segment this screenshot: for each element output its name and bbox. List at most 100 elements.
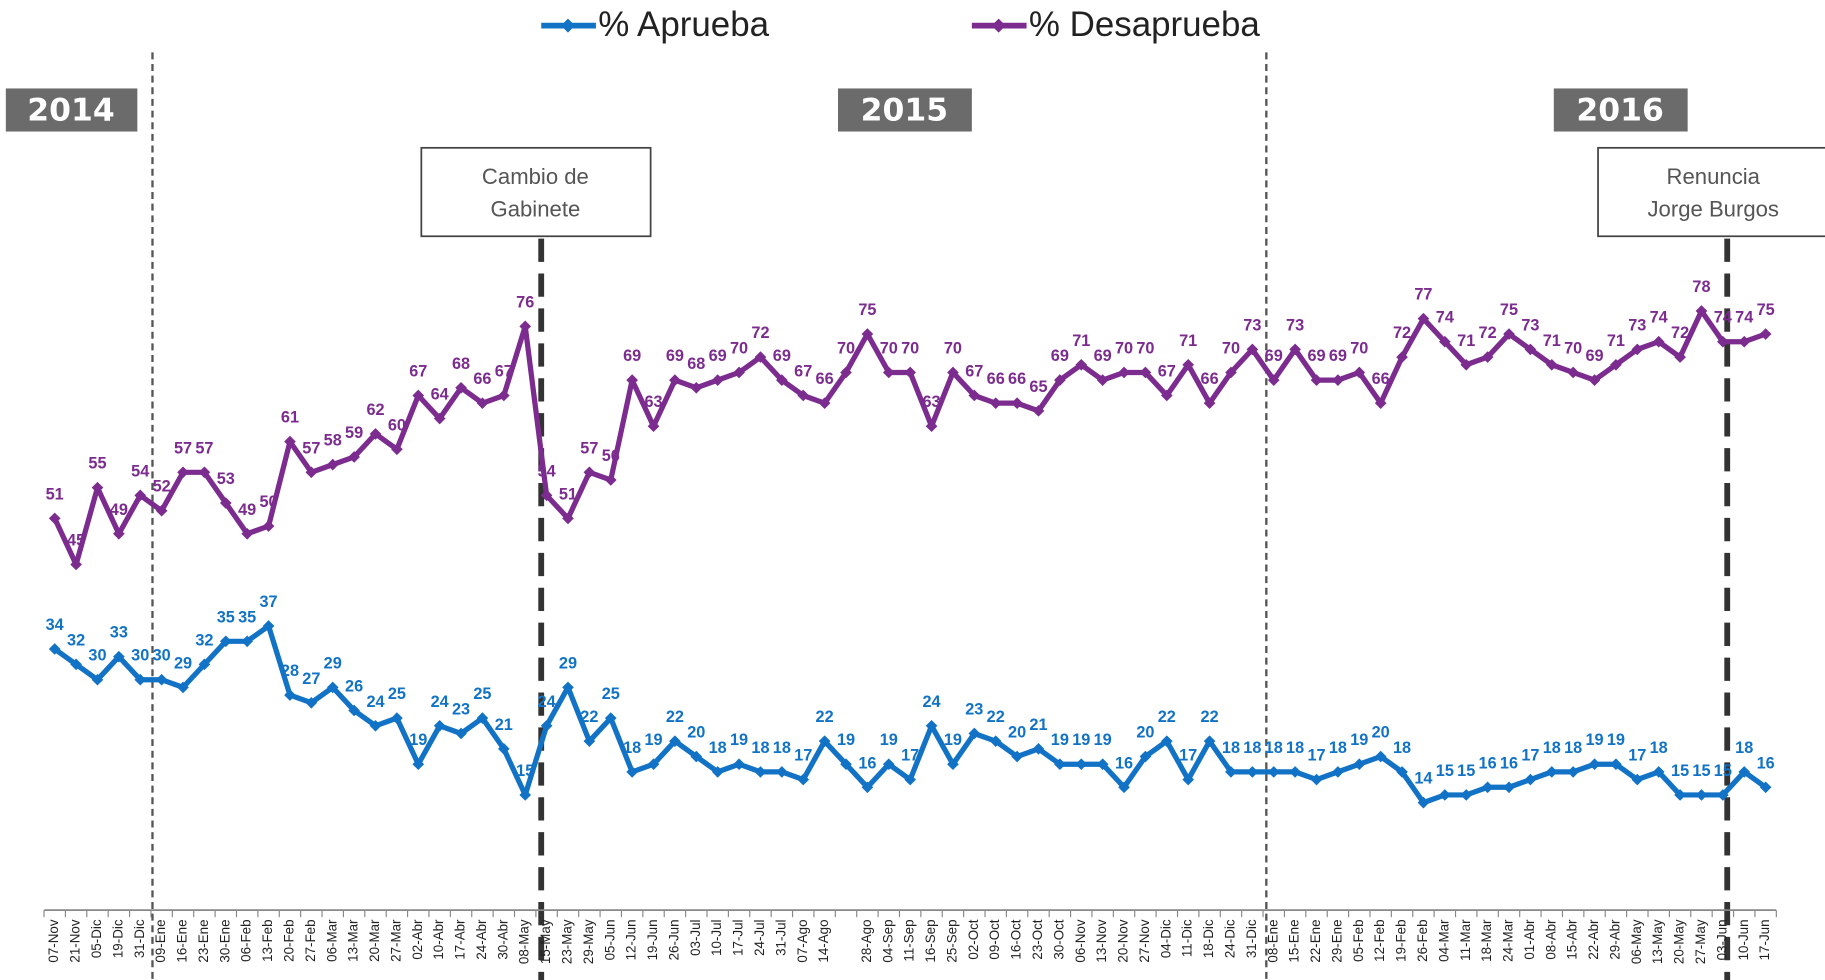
- data-point: [733, 758, 745, 771]
- data-label: 74: [1714, 309, 1732, 327]
- data-point: [326, 681, 339, 694]
- x-tick-label: 06-Mar: [324, 919, 339, 962]
- data-point: [48, 512, 61, 525]
- data-point: [433, 719, 446, 732]
- data-point: [1374, 750, 1387, 763]
- x-tick-label: 07-Ago: [795, 919, 810, 962]
- year-box: [5, 88, 138, 132]
- data-point: [626, 374, 638, 386]
- x-tick-label: 16-Sep: [923, 919, 938, 962]
- x-tick-label: 06-Feb: [239, 919, 254, 961]
- data-label: 32: [195, 631, 213, 649]
- data-label: 19: [837, 731, 855, 749]
- data-label: 18: [1222, 739, 1240, 757]
- data-point: [1374, 397, 1387, 409]
- data-label: 74: [1436, 309, 1454, 327]
- data-label: 17: [901, 747, 919, 765]
- data-point: [989, 735, 1002, 747]
- x-tick-label: 22-Ene: [1308, 919, 1323, 962]
- data-point: [711, 374, 724, 386]
- data-label: 16: [1115, 754, 1133, 772]
- data-point: [134, 489, 147, 502]
- data-point: [1139, 366, 1152, 379]
- x-tick-label: 12-Jun: [624, 919, 639, 960]
- data-label: 67: [409, 363, 427, 381]
- data-point: [1738, 766, 1751, 778]
- data-label: 58: [324, 432, 342, 450]
- x-tick-label: 20-May: [1672, 919, 1687, 964]
- x-tick-label: 09-Oct: [987, 919, 1002, 959]
- data-label: 25: [388, 685, 406, 703]
- data-point: [1096, 758, 1109, 771]
- data-point: [1717, 789, 1729, 801]
- data-label: 22: [666, 708, 684, 726]
- x-tick-label: 11-Mar: [1458, 919, 1473, 961]
- x-tick-label: 05-Jun: [602, 919, 617, 960]
- data-point: [155, 673, 168, 686]
- data-label: 22: [580, 708, 598, 726]
- x-tick-label: 08-May: [517, 919, 532, 964]
- x-tick-label: 21-Nov: [68, 919, 83, 962]
- data-label: 51: [46, 485, 64, 503]
- data-point: [1717, 335, 1729, 348]
- data-label: 24: [538, 693, 556, 711]
- year-box: [1553, 88, 1688, 132]
- data-point: [1246, 343, 1259, 356]
- data-point: [1481, 351, 1494, 363]
- data-point: [754, 351, 767, 363]
- data-label: 21: [1029, 716, 1047, 734]
- data-label: 26: [345, 677, 363, 695]
- data-label: 49: [238, 501, 256, 519]
- data-point: [1481, 781, 1494, 794]
- x-tick-label: 13-Nov: [1094, 919, 1109, 962]
- year-label: 2015: [861, 93, 948, 129]
- x-tick-label: 23-Oct: [1030, 919, 1045, 959]
- data-label: 30: [88, 647, 106, 665]
- x-tick-label: 08-Abr: [1543, 919, 1558, 960]
- data-label: 18: [773, 739, 791, 757]
- data-point: [498, 743, 510, 755]
- data-point: [1396, 351, 1408, 363]
- x-tick-label: 05-Dic: [89, 919, 104, 958]
- x-tick-label: 07-Nov: [46, 919, 61, 962]
- x-tick-label: 15-Ene: [1287, 919, 1302, 962]
- x-tick-label: 06-Nov: [1073, 919, 1088, 962]
- x-tick-label: 11-Dic: [1180, 919, 1195, 957]
- data-label: 70: [1222, 339, 1240, 357]
- data-label: 18: [1650, 739, 1668, 757]
- x-tick-label: 02-Oct: [966, 919, 981, 959]
- data-point: [219, 635, 232, 648]
- data-label: 71: [1179, 332, 1197, 350]
- year-label: 2014: [27, 93, 114, 129]
- data-label: 34: [46, 616, 64, 634]
- data-label: 19: [730, 731, 748, 749]
- data-label: 17: [1521, 747, 1539, 765]
- data-point: [647, 758, 660, 771]
- data-label: 35: [238, 608, 256, 626]
- data-point: [947, 366, 959, 379]
- data-point: [1567, 766, 1579, 778]
- x-tick-label: 25-Sep: [944, 919, 959, 962]
- x-tick-label: 18-Dic: [1201, 919, 1216, 958]
- data-label: 29: [324, 654, 342, 672]
- data-label: 69: [623, 347, 641, 365]
- legend: % Aprueba % Desaprueba: [541, 5, 1260, 44]
- data-point: [391, 443, 403, 456]
- data-point: [177, 466, 189, 479]
- x-tick-label: 05-Feb: [1351, 919, 1366, 961]
- x-tick-label: 13-Feb: [260, 919, 275, 961]
- x-tick-label: 18-Mar: [1479, 919, 1494, 962]
- data-point: [1096, 374, 1109, 386]
- data-label: 25: [473, 685, 491, 703]
- data-label: 50: [260, 493, 278, 511]
- data-point: [1674, 789, 1686, 801]
- data-label: 69: [1265, 347, 1283, 365]
- data-label: 17: [794, 747, 812, 765]
- data-point: [904, 773, 916, 786]
- data-point: [540, 489, 553, 502]
- data-label: 75: [858, 301, 876, 319]
- data-point: [840, 366, 852, 379]
- data-label: 19: [880, 731, 898, 749]
- data-label: 70: [837, 339, 855, 357]
- data-point: [1032, 405, 1045, 417]
